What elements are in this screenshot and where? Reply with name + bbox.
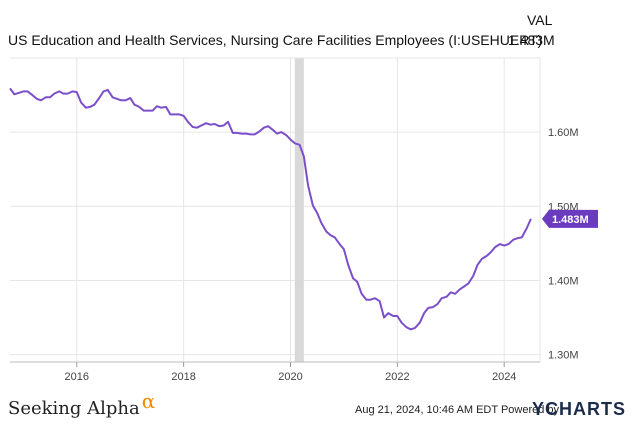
x-tick-label: 2024 [492, 371, 516, 383]
recession-band-layer [294, 58, 304, 362]
seeking-alpha-wordmark: Seeking Alpha [8, 398, 140, 419]
seeking-alpha-logo: Seeking Alpha α [8, 389, 155, 419]
timestamp-text: Aug 21, 2024, 10:46 AM EDT Powered by [355, 404, 560, 416]
y-tick-label: 1.60M [548, 127, 579, 139]
y-tick-label: 1.30M [548, 350, 579, 362]
last-value-tag [542, 209, 598, 228]
recession-band [294, 58, 304, 362]
x-tick-label: 2018 [171, 371, 195, 383]
series-line [9, 87, 532, 331]
x-tick-label: 2016 [65, 371, 89, 383]
value-column-header: VAL [527, 12, 553, 28]
chart-title: US Education and Health Services, Nursin… [8, 32, 543, 48]
ycharts-logo: YCHARTS [532, 399, 627, 419]
series-layer [9, 87, 532, 331]
alpha-logo-mark: α [141, 389, 156, 413]
last-value-label: 1.483M [552, 214, 589, 226]
label-layer: 1.483M [542, 209, 598, 228]
grid [10, 58, 540, 362]
latest-value: 1.483M [508, 32, 555, 48]
y-tick-label: 1.40M [548, 275, 579, 287]
x-tick-label: 2020 [278, 371, 302, 383]
x-tick-label: 2022 [385, 371, 409, 383]
